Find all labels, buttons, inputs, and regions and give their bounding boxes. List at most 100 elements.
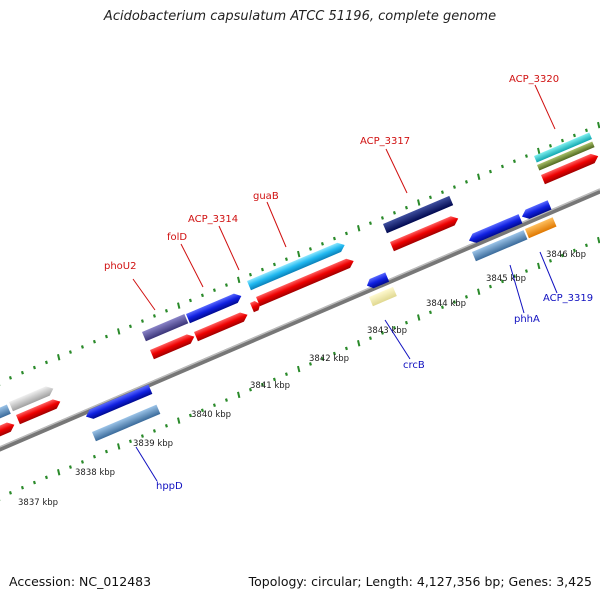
reverse-tick	[200, 408, 204, 413]
scale-label-3843: 3843 kbp	[367, 326, 407, 336]
gene-box-acp3317[interactable]	[383, 195, 454, 234]
forward-tick	[452, 185, 456, 189]
gene-arrow-phha-blue[interactable]	[467, 214, 523, 245]
forward-tick	[32, 365, 36, 370]
reverse-tick	[572, 248, 576, 253]
gene-label-acp3314: ACP_3314	[188, 214, 238, 225]
reverse-tick	[368, 336, 372, 340]
reverse-tick	[404, 320, 408, 325]
gene-box-acp3320-teal[interactable]	[534, 132, 592, 163]
reverse-tick	[177, 417, 181, 424]
reverse-tick	[357, 340, 361, 347]
reverse-tick	[57, 468, 61, 476]
scale-label-3842: 3842 kbp	[309, 354, 349, 364]
forward-tick	[237, 276, 241, 284]
reverse-tick	[92, 454, 96, 459]
reverse-tick	[477, 288, 481, 295]
forward-tick	[404, 205, 408, 210]
reverse-tick	[248, 387, 252, 392]
gene-arrow-guab-red[interactable]	[256, 256, 356, 307]
forward-tick	[200, 293, 204, 298]
forward-tick	[212, 288, 216, 292]
gene-label-hppd: hppD	[156, 481, 183, 492]
gene-features	[0, 132, 600, 442]
gene-arrow-acp3317-red[interactable]	[390, 214, 460, 252]
forward-tick	[548, 143, 552, 148]
forward-tick	[92, 339, 96, 344]
gene-label-acp3317: ACP_3317	[360, 136, 410, 147]
gene-arrow-left-1[interactable]	[0, 420, 16, 438]
gene-arrow-guab-cyan[interactable]	[247, 240, 347, 291]
gene-box-phou2[interactable]	[142, 314, 189, 342]
label-leaders	[132, 84, 558, 482]
reverse-tick	[237, 391, 241, 399]
forward-tick	[368, 221, 372, 225]
gene-label-acp3319: ACP_3319	[543, 293, 593, 304]
scale-label-3841: 3841 kbp	[250, 381, 290, 391]
gene-box-hppd[interactable]	[92, 404, 161, 442]
reverse-tick	[464, 295, 468, 299]
scale-label-3846: 3846 kbp	[546, 250, 586, 260]
forward-tick	[272, 262, 276, 267]
forward-tick	[164, 308, 168, 313]
forward-tick	[477, 173, 481, 180]
gene-arrow-acp3314[interactable]	[250, 299, 262, 313]
gene-arrow-left-3[interactable]	[16, 397, 62, 425]
gene-arrow-acp3319-blue[interactable]	[520, 200, 552, 221]
gene-arrow-fold-red[interactable]	[194, 310, 249, 342]
genome-title: Acidobacterium capsulatum ATCC 51196, co…	[103, 9, 497, 24]
forward-tick	[284, 257, 288, 262]
gene-box-acp3320-olive[interactable]	[537, 141, 595, 171]
forward-tick	[308, 247, 312, 251]
reverse-tick	[152, 429, 156, 433]
reverse-tick	[440, 305, 444, 310]
gene-label-phha: phhA	[514, 314, 540, 325]
forward-tick	[524, 154, 528, 158]
reverse-tick	[597, 236, 600, 244]
gene-arrow-phou2-red[interactable]	[150, 332, 196, 360]
reverse-tick	[297, 365, 301, 373]
reverse-tick	[212, 403, 216, 407]
forward-tick	[260, 267, 264, 272]
gene-arrow-acp3320-red[interactable]	[541, 152, 600, 185]
reverse-tick	[8, 491, 12, 495]
forward-tick	[224, 283, 228, 287]
gene-box-phha[interactable]	[472, 230, 528, 262]
reverse-tick	[537, 262, 541, 270]
gene-box-crcb[interactable]	[369, 286, 397, 307]
gene-label-guab: guaB	[253, 191, 279, 202]
reverse-tick	[392, 326, 396, 330]
gene-arrow-fold-blue[interactable]	[186, 291, 243, 324]
reverse-tick	[117, 443, 121, 450]
reverse-tick	[344, 346, 348, 351]
forward-tick	[560, 138, 564, 143]
reverse-tick	[428, 310, 432, 315]
reverse-tick	[128, 439, 132, 444]
gene-label-phou2: phoU2	[104, 261, 137, 272]
reverse-tick	[452, 300, 456, 304]
forward-tick	[597, 121, 600, 129]
reverse-tick	[380, 331, 384, 335]
reverse-tick	[260, 382, 264, 387]
reverse-tick	[500, 279, 504, 284]
gene-arrow-left-2[interactable]	[9, 384, 55, 412]
forward-tick	[428, 195, 432, 200]
scale-label-3840: 3840 kbp	[191, 410, 231, 420]
forward-tick	[44, 360, 48, 365]
reverse-tick	[68, 465, 72, 469]
reverse-tick-row	[0, 236, 600, 501]
scale-label-3837: 3837 kbp	[18, 498, 58, 508]
forward-tick	[584, 128, 588, 133]
forward-tick	[488, 169, 492, 174]
forward-tick	[140, 319, 144, 323]
reverse-tick	[417, 314, 421, 321]
gene-box-acp3319[interactable]	[525, 217, 557, 239]
forward-tick	[344, 231, 348, 236]
gene-box-left-1[interactable]	[0, 404, 11, 420]
gene-arrow-crcb-blue[interactable]	[365, 272, 390, 290]
reverse-tick	[188, 413, 192, 418]
reverse-tick	[32, 480, 36, 485]
gene-arrow-hppd-blue[interactable]	[84, 384, 153, 422]
reverse-tick	[224, 398, 228, 402]
